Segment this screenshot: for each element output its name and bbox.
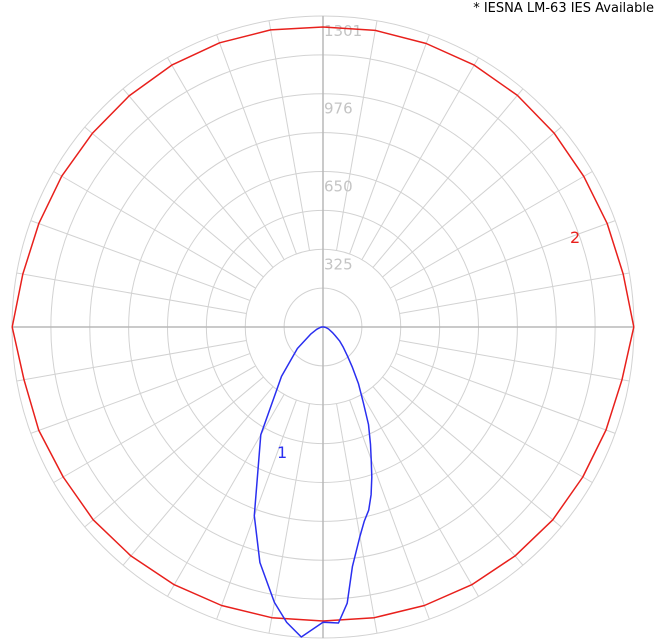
grid-spoke bbox=[84, 126, 264, 278]
grid-spoke bbox=[53, 365, 256, 483]
series-curve-2 bbox=[11, 26, 635, 622]
grid-spoke bbox=[16, 340, 247, 382]
distribution-curves: 21 bbox=[11, 26, 635, 638]
grid-spoke bbox=[216, 34, 297, 255]
grid-spoke bbox=[336, 20, 378, 251]
grid-spoke bbox=[167, 394, 285, 597]
grid-spoke bbox=[399, 340, 630, 382]
grid-spoke bbox=[395, 353, 616, 434]
grid-spoke bbox=[399, 272, 630, 314]
series-curve-1 bbox=[253, 326, 373, 638]
ring-tick-label: 1301 bbox=[324, 22, 362, 40]
grid-spoke bbox=[372, 88, 524, 268]
grid-spoke bbox=[382, 376, 562, 528]
grid-spoke bbox=[216, 399, 297, 620]
ring-tick-label: 325 bbox=[324, 255, 353, 273]
grid-spoke bbox=[349, 399, 430, 620]
grid-spoke bbox=[53, 171, 256, 289]
grid-spoke bbox=[30, 220, 251, 301]
grid-spoke bbox=[361, 57, 479, 260]
ring-tick-label: 976 bbox=[324, 100, 353, 118]
grid-spoke bbox=[336, 403, 378, 634]
grid-spoke bbox=[84, 376, 264, 528]
series-label-2: 2 bbox=[570, 228, 580, 247]
grid-spoke bbox=[390, 365, 593, 483]
grid-spoke bbox=[349, 34, 430, 255]
grid-spoke bbox=[372, 386, 524, 566]
grid-spoke bbox=[16, 272, 247, 314]
ring-tick-label: 650 bbox=[324, 178, 353, 196]
grid-spoke bbox=[167, 57, 285, 260]
grid-spoke bbox=[268, 20, 310, 251]
grid-spoke bbox=[268, 403, 310, 634]
grid-spoke bbox=[390, 171, 593, 289]
grid-spoke bbox=[122, 386, 274, 566]
ring-labels: 325 650 976 1301 bbox=[324, 22, 362, 273]
grid-spoke bbox=[361, 394, 479, 597]
series-label-1: 1 bbox=[277, 443, 287, 462]
grid-spoke bbox=[382, 126, 562, 278]
grid-spoke bbox=[30, 353, 251, 434]
grid-spoke bbox=[122, 88, 274, 268]
grid-spoke bbox=[395, 220, 616, 301]
ies-availability-note: * IESNA LM-63 IES Available bbox=[473, 1, 654, 16]
